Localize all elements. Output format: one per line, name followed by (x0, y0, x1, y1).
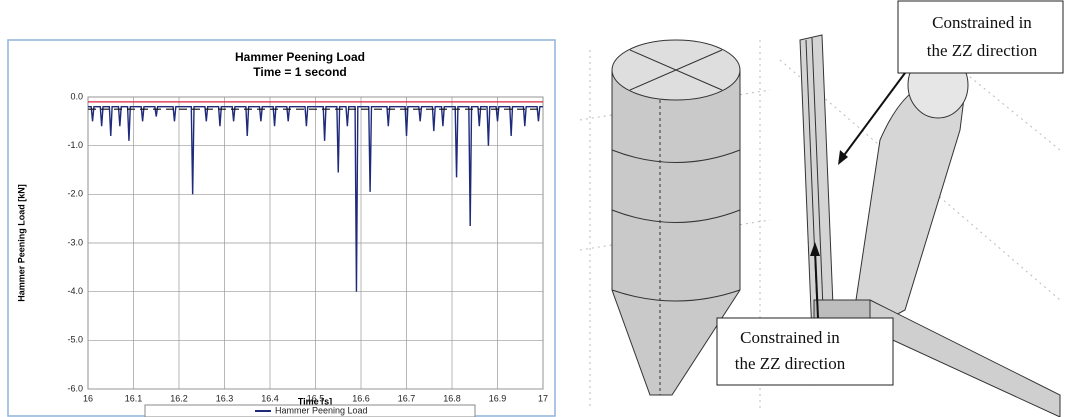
x-tick-label: 16.4 (261, 393, 279, 403)
x-tick-label: 16.3 (216, 393, 234, 403)
x-tick-label: 16.9 (489, 393, 507, 403)
y-tick-label: 0.0 (70, 91, 83, 101)
y-axis-label: Hammer Peening Load [kN] (16, 184, 26, 302)
figure: Hammer Peening Load Time = 1 second Hamm… (0, 0, 1070, 417)
y-tick-label: -5.0 (67, 335, 83, 345)
x-tick-label: 16.7 (398, 393, 416, 403)
annotation-text: the ZZ direction (735, 354, 846, 373)
x-tick-label: 16 (83, 393, 93, 403)
y-tick-label: -2.0 (67, 189, 83, 199)
x-tick-label: 17 (538, 393, 548, 403)
legend-label: Hammer Peening Load (275, 405, 368, 415)
y-tick-label: -1.0 (67, 140, 83, 150)
x-tick-label: 16.1 (125, 393, 143, 403)
annotation-text: the ZZ direction (927, 41, 1038, 60)
x-tick-label: 16.6 (352, 393, 370, 403)
x-tick-label: 16.2 (170, 393, 188, 403)
annotation-text: Constrained in (932, 13, 1032, 32)
x-tick-label: 16.8 (443, 393, 461, 403)
chart-subtitle: Time = 1 second (253, 65, 347, 79)
annotation-text: Constrained in (740, 328, 840, 347)
y-tick-label: -6.0 (67, 383, 83, 393)
x-tick-label: 16.5 (307, 393, 325, 403)
y-tick-label: -3.0 (67, 237, 83, 247)
chart-title: Hammer Peening Load (235, 50, 365, 64)
plot: 0.0 -1.0 -2.0 -3.0 -4.0 -5.0 -6.016 16.1 16.2 16.… (67, 91, 548, 417)
y-tick-label: -4.0 (67, 286, 83, 296)
legend: Hammer Peening Load (145, 405, 475, 417)
